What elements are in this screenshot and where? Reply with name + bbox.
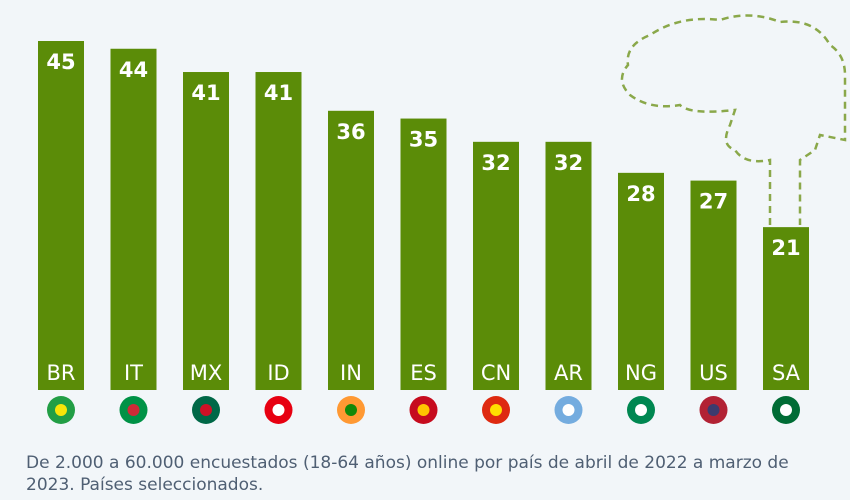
category-label: IN [340, 361, 362, 385]
bar-CN [473, 141, 519, 390]
bar-ES [400, 118, 447, 391]
bar-IT [110, 48, 157, 390]
value-label: 32 [481, 151, 510, 175]
value-label: 44 [119, 58, 148, 82]
value-label: 45 [46, 50, 75, 74]
italy-flag-icon-emblem [127, 404, 140, 416]
value-label: 35 [409, 128, 438, 152]
bar-ID [255, 72, 302, 391]
bar-NG [618, 172, 664, 390]
indonesia-flag-icon-emblem [272, 404, 285, 416]
nigeria-flag-icon-emblem [635, 404, 647, 416]
bar-IN [328, 110, 374, 391]
value-label: 32 [554, 151, 583, 175]
footnote: De 2.000 a 60.000 encuestados (18-64 año… [26, 453, 789, 495]
mexico-flag-icon-emblem [200, 404, 212, 416]
bar-US [690, 180, 737, 390]
value-label: 41 [191, 81, 220, 105]
bar-MX [183, 72, 229, 391]
category-label: CN [481, 361, 511, 385]
category-label: ID [267, 361, 289, 385]
bar-BR [38, 41, 84, 390]
category-label: US [699, 361, 728, 385]
argentina-flag-icon-emblem [562, 404, 575, 416]
category-label: AR [554, 361, 583, 385]
india-flag-icon-emblem [345, 404, 357, 416]
usa-flag-icon-emblem [707, 404, 720, 416]
category-label: SA [772, 361, 801, 385]
category-label: NG [625, 361, 657, 385]
value-label: 36 [336, 120, 365, 144]
saudi-arabia-flag-icon-emblem [780, 404, 792, 416]
category-label: BR [47, 361, 76, 385]
category-label: IT [124, 361, 143, 385]
category-label: ES [410, 361, 437, 385]
value-label: 27 [699, 190, 728, 214]
brazil-flag-icon-emblem [55, 404, 67, 416]
value-label: 28 [626, 182, 655, 206]
bar-AR [545, 141, 592, 390]
china-flag-icon-emblem [490, 404, 502, 416]
value-label: 21 [771, 236, 800, 260]
value-label: 41 [264, 81, 293, 105]
spain-flag-icon-emblem [417, 404, 430, 416]
bar-chart: 45 BR 44 IT 41 MX 41 ID 36 IN 35 ES 32 CN 32 AR 28 NG 27 US… [38, 14, 847, 424]
category-label: MX [190, 361, 223, 385]
tree-outline-decoration [620, 14, 847, 225]
bar-SA [763, 227, 809, 390]
